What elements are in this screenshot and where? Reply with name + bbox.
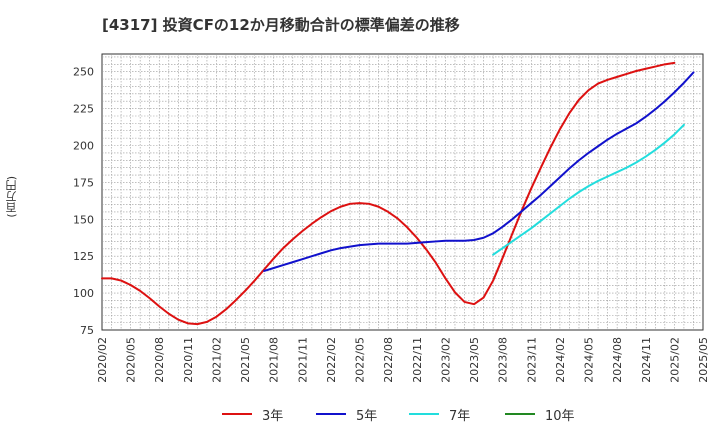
y-tick-label: 200	[73, 140, 94, 153]
x-tick-label: 2021/02	[210, 337, 223, 383]
x-tick-label: 2022/11	[411, 337, 424, 383]
x-tick-label: 2025/02	[668, 337, 681, 383]
y-tick-label: 125	[73, 250, 94, 263]
y-tick-label: 225	[73, 103, 94, 116]
legend-swatch-10y	[505, 413, 535, 415]
x-tick-label: 2023/05	[468, 337, 481, 383]
legend-swatch-7y	[409, 413, 439, 415]
x-tick-label: 2021/08	[268, 337, 281, 383]
x-axis-ticks: 2020/02 2020/05 2020/08 2020/11 2021/02 2021/…	[96, 337, 710, 383]
x-tick-label: 2020/05	[125, 337, 138, 383]
x-tick-label: 2023/02	[439, 337, 452, 383]
legend-label-10y: 10年	[545, 409, 575, 424]
series-lines	[101, 61, 695, 326]
series-line-0	[101, 61, 676, 326]
y-tick-label: 100	[73, 287, 94, 300]
x-tick-label: 2020/11	[182, 337, 195, 383]
x-tick-label: 2020/08	[153, 337, 166, 383]
grid-lines	[102, 54, 703, 330]
x-tick-label: 2024/11	[640, 337, 653, 383]
y-tick-label: 175	[73, 176, 94, 189]
x-tick-label: 2023/08	[497, 337, 510, 383]
y-axis-ticks: 75 100 125 150 175 200 225 250	[73, 66, 94, 337]
x-tick-label: 2024/05	[583, 337, 596, 383]
x-tick-label: 2024/02	[554, 337, 567, 383]
x-tick-label: 2021/05	[239, 337, 252, 383]
y-tick-label: 75	[80, 324, 94, 337]
x-tick-label: 2021/11	[296, 337, 309, 383]
legend: 3年 5年 7年 10年	[0, 402, 720, 426]
legend-swatch-5y	[316, 413, 346, 415]
plot-area	[101, 53, 704, 331]
y-tick-label: 150	[73, 213, 94, 226]
legend-label-5y: 5年	[356, 409, 378, 424]
legend-label-3y: 3年	[262, 409, 284, 424]
x-tick-label: 2020/02	[96, 337, 109, 383]
series-line-1	[263, 71, 695, 272]
legend-label-7y: 7年	[449, 409, 471, 424]
x-tick-label: 2022/05	[354, 337, 367, 383]
series-line-2	[492, 123, 685, 256]
y-tick-label: 250	[73, 66, 94, 79]
x-tick-label: 2022/08	[382, 337, 395, 383]
legend-swatch-3y	[222, 413, 252, 415]
x-tick-label: 2025/05	[697, 337, 710, 383]
x-tick-label: 2023/11	[525, 337, 538, 383]
chart-title: [4317] 投資CFの12か月移動合計の標準偏差の推移	[102, 16, 460, 34]
x-tick-label: 2022/02	[325, 337, 338, 383]
x-tick-label: 2024/08	[611, 337, 624, 383]
